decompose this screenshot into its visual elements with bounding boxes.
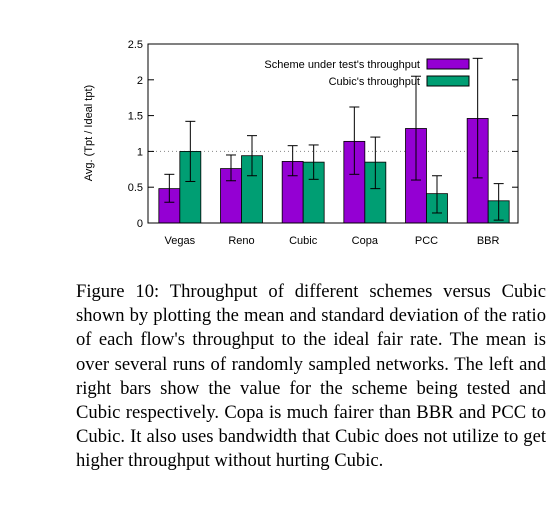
x-tick-label: Copa [352, 235, 379, 247]
y-tick-label: 2 [137, 75, 143, 87]
y-tick-label: 1 [137, 146, 143, 158]
figure-caption: Figure 10: Throughput of different schem… [76, 281, 546, 472]
x-tick-label: Cubic [289, 235, 318, 247]
x-tick-label: PCC [415, 235, 438, 247]
x-tick-label: Reno [228, 235, 254, 247]
y-tick-label: 1.5 [128, 111, 143, 123]
y-axis-label: Avg. (Tpt / Ideal tpt) [83, 85, 95, 181]
legend-label-cubic: Cubic's throughput [329, 76, 420, 88]
x-tick-label: Vegas [165, 235, 196, 247]
x-tick-label: BBR [477, 235, 500, 247]
legend-swatch-scheme [426, 58, 470, 70]
y-tick-label: 0.5 [128, 182, 143, 194]
y-tick-label: 2.5 [128, 39, 143, 51]
plot-frame [147, 43, 519, 224]
legend-label-scheme: Scheme under test's throughput [264, 59, 420, 71]
legend-swatch-cubic [426, 75, 470, 87]
bar-chart: 0 0.5 1 1.5 2 2.5 Vegas Reno Cubic Copa PCC BBR Avg… [83, 39, 519, 247]
y-tick-label: 0 [137, 218, 143, 230]
legend: Scheme under test's throughput Cubic's t… [264, 58, 470, 88]
